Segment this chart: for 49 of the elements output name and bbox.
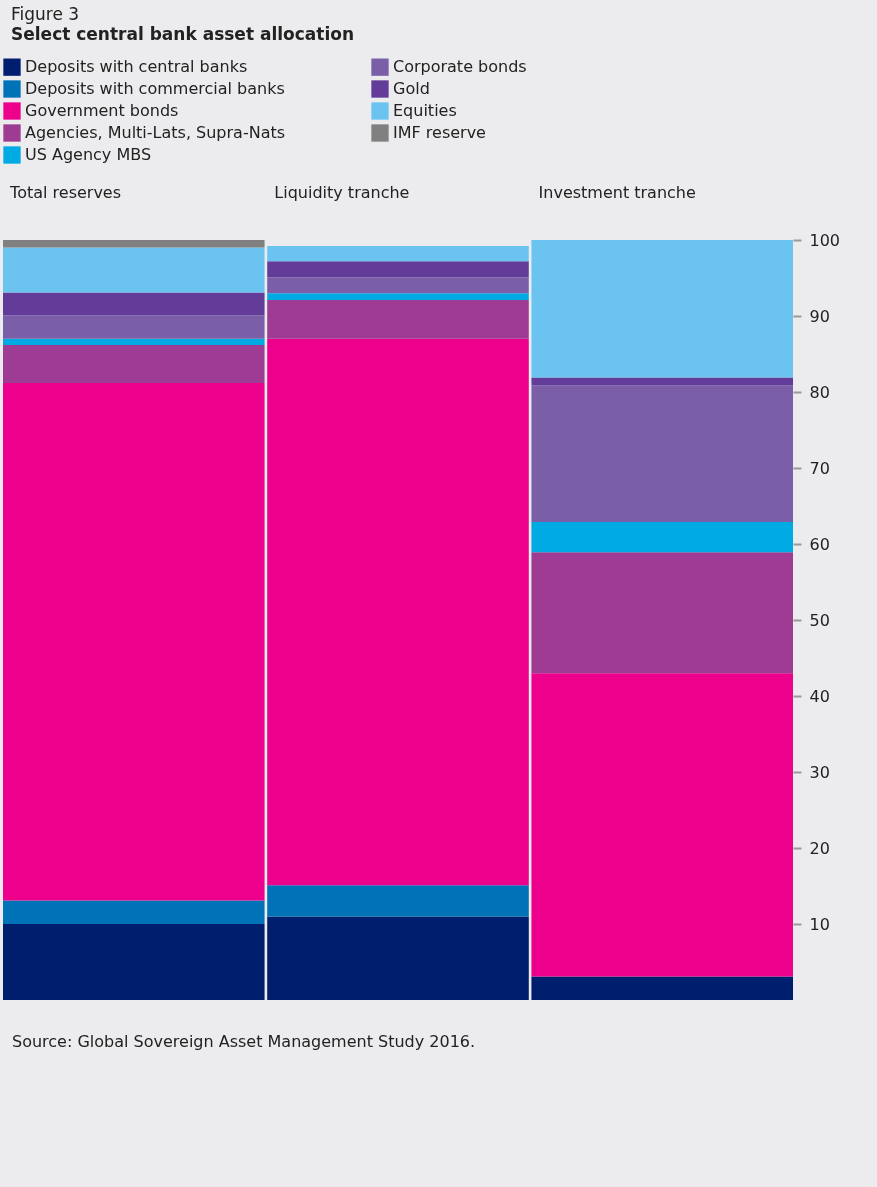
source-note: Source: Global Sovereign Asset Management Study 2016.	[11, 1031, 477, 1053]
legend-label: Equities	[393, 101, 457, 120]
bar	[531, 521, 793, 553]
chart-title: Figure 3	[11, 4, 80, 24]
y-tick-label: 60	[809, 534, 830, 554]
bar	[3, 924, 265, 1000]
y-tick-label: 20	[809, 838, 830, 858]
bar	[267, 277, 529, 294]
legend-label: Government bonds	[25, 101, 179, 120]
bar	[267, 885, 529, 917]
bar	[267, 246, 529, 262]
bar	[531, 377, 793, 386]
bar	[531, 552, 793, 674]
x-tick-label: Total reserves	[9, 182, 122, 202]
bar	[267, 338, 529, 886]
bar	[3, 240, 265, 248]
chart-subtitle: Select central bank asset allocation	[11, 24, 355, 44]
bar	[3, 315, 265, 339]
y-tick-label: 30	[809, 762, 830, 782]
y-tick-label: 40	[809, 686, 830, 706]
y-tick-label: 100	[809, 230, 841, 250]
legend-label: Deposits with central banks	[25, 57, 248, 77]
bar	[267, 293, 529, 301]
bar	[531, 976, 793, 1000]
bar	[267, 300, 529, 339]
y-tick-label: 10	[809, 914, 830, 934]
bar	[531, 673, 793, 977]
y-tick-label: 90	[809, 306, 830, 326]
legend-label: Gold	[393, 79, 430, 98]
bar	[3, 344, 265, 383]
bar	[3, 292, 265, 316]
y-tick-label: 50	[809, 610, 830, 630]
legend-label: Agencies, Multi-Lats, Supra-Nats	[25, 123, 286, 142]
legend-label: IMF reserve	[393, 123, 486, 142]
legend-label: Deposits with commercial banks	[25, 79, 285, 98]
bar	[3, 338, 265, 345]
bar	[3, 247, 265, 293]
y-tick-label: 70	[809, 458, 830, 478]
bar	[531, 240, 793, 378]
bar	[3, 900, 265, 924]
y-tick-label: 80	[809, 382, 830, 402]
x-tick-label: Investment tranche	[538, 182, 696, 202]
bar	[267, 261, 529, 278]
bar	[267, 916, 529, 1000]
legend-label: US Agency MBS	[25, 145, 152, 164]
x-tick-label: Liquidity tranche	[274, 182, 410, 202]
bar	[3, 382, 265, 901]
bar	[531, 385, 793, 522]
legend-label: Corporate bonds	[393, 57, 527, 77]
